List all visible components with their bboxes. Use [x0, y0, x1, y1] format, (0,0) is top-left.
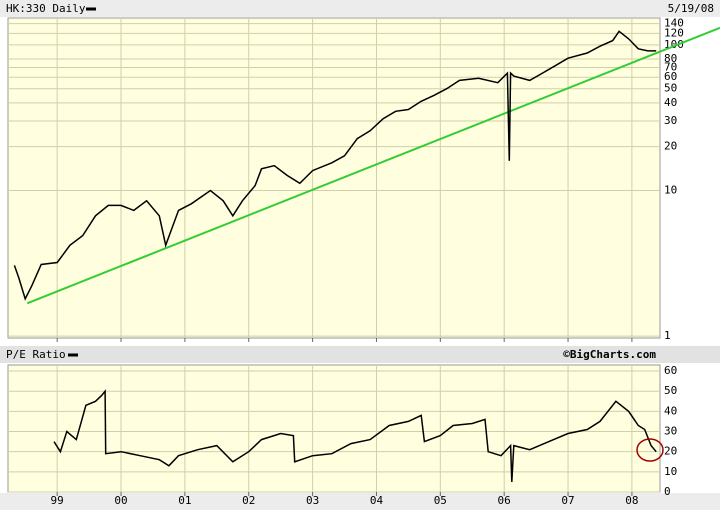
y-tick-label: 120	[664, 26, 684, 39]
y-tick-label: 1	[664, 329, 671, 342]
axis-strip	[0, 493, 720, 510]
y-tick-label: 60	[664, 364, 677, 377]
y-tick-label: 30	[664, 425, 677, 438]
trend-line	[26, 26, 720, 305]
x-tick-label: 05	[434, 494, 447, 507]
y-tick-label: 140	[664, 17, 684, 30]
y-tick-label: 50	[664, 82, 677, 95]
plot-area	[7, 17, 661, 339]
price-line	[13, 30, 657, 301]
y-tick-label: 40	[664, 404, 677, 417]
y-tick-label: 10	[664, 465, 677, 478]
x-tick-label: 01	[178, 494, 191, 507]
price-line	[53, 389, 657, 482]
chart-title: HK:330 Daily	[6, 2, 86, 15]
x-tick-label: 02	[242, 494, 255, 507]
highlight-circle	[636, 438, 664, 462]
x-tick-label: 07	[561, 494, 574, 507]
x-tick-label: 03	[306, 494, 319, 507]
x-tick-label: 00	[114, 494, 127, 507]
x-tick-label: 06	[498, 494, 511, 507]
x-tick-label: 99	[51, 494, 64, 507]
y-tick-label: 70	[664, 60, 677, 73]
y-tick-label: 10	[664, 183, 677, 196]
y-tick-label: 60	[664, 70, 677, 83]
y-tick-label: 0	[664, 485, 671, 498]
y-tick-label: 50	[664, 384, 677, 397]
x-tick-label: 04	[370, 494, 384, 507]
source: ©BigCharts.com	[563, 348, 656, 361]
x-tick-label: 08	[625, 494, 638, 507]
y-tick-label: 30	[664, 114, 677, 127]
date-label: 5/19/08	[668, 2, 714, 15]
header-strip	[0, 346, 720, 363]
y-tick-label: 20	[664, 445, 677, 458]
header-strip	[0, 0, 720, 17]
y-tick-label: 20	[664, 140, 677, 153]
panel-title: P/E Ratio	[6, 348, 66, 361]
plot-area	[7, 364, 661, 493]
y-tick-label: 40	[664, 96, 677, 109]
y-tick-label: 80	[664, 52, 677, 65]
